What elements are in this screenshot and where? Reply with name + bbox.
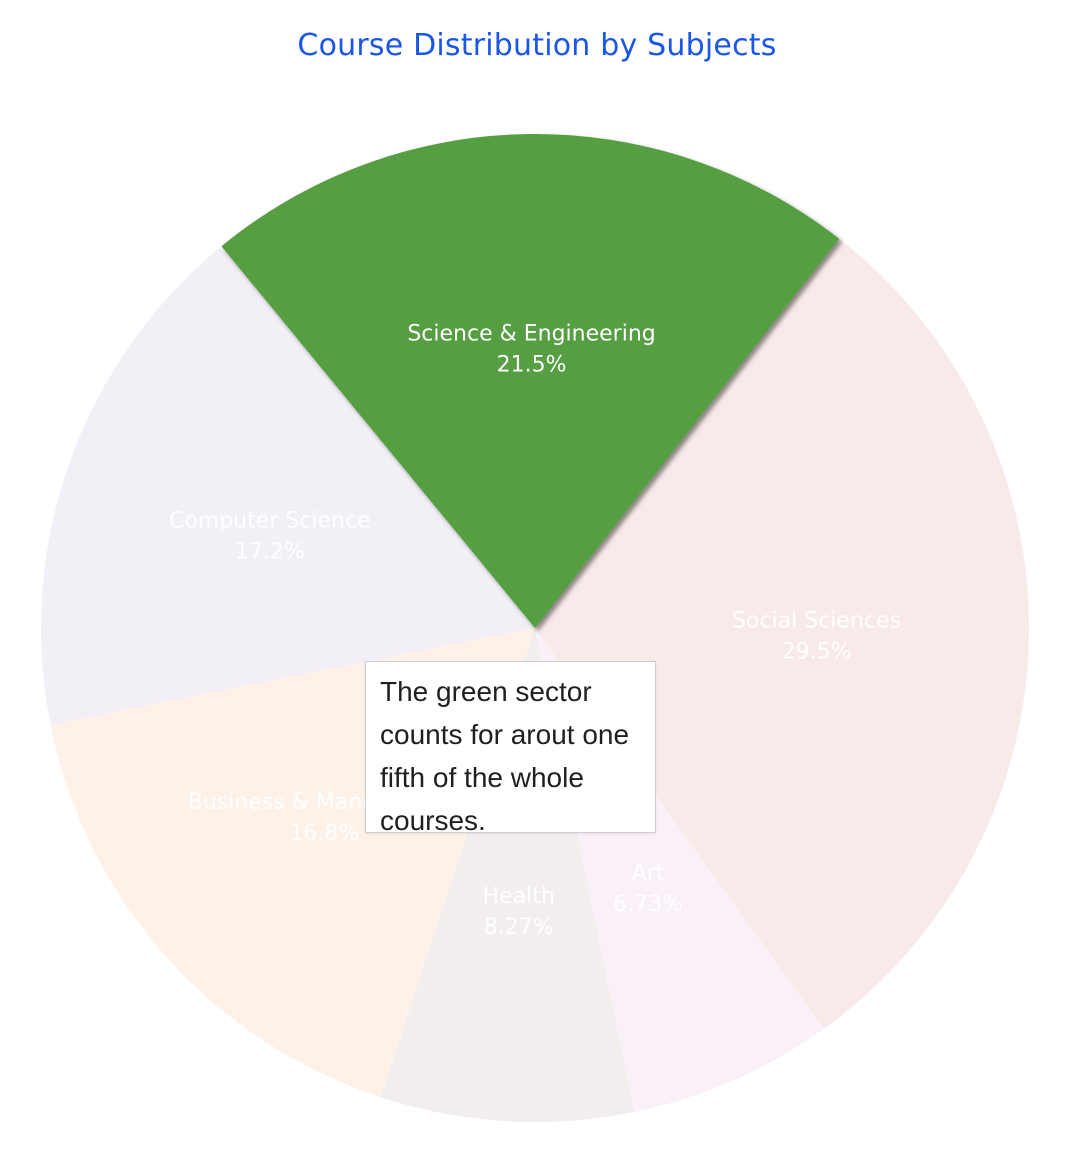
- slice-percent-social-sciences: 29.5%: [782, 639, 852, 664]
- annotation-box: The green sector counts for arout one fi…: [365, 661, 656, 836]
- pie-slice-health[interactable]: [380, 628, 635, 1122]
- pie-slice-science-and-engineering[interactable]: [221, 133, 840, 628]
- slice-label-computer-science: Computer Science: [169, 508, 371, 533]
- slice-percent-computer-science: 17.2%: [235, 539, 305, 564]
- slice-label-social-sciences: Social Sciences: [732, 608, 901, 633]
- slice-label-art: Art: [632, 861, 665, 886]
- slice-percent-business-and-management: 16.8%: [289, 821, 359, 846]
- slice-percent-science-and-engineering: 21.5%: [497, 352, 567, 377]
- slice-percent-art: 6.73%: [613, 892, 683, 917]
- slice-label-science-and-engineering: Science & Engineering: [407, 321, 655, 346]
- pie-slice-computer-science[interactable]: [40, 246, 536, 725]
- chart-title: Course Distribution by Subjects: [297, 28, 777, 63]
- pie-slice-social-sciences[interactable]: [535, 238, 1029, 1029]
- slice-label-health: Health: [483, 884, 555, 909]
- slice-percent-health: 8.27%: [484, 915, 554, 940]
